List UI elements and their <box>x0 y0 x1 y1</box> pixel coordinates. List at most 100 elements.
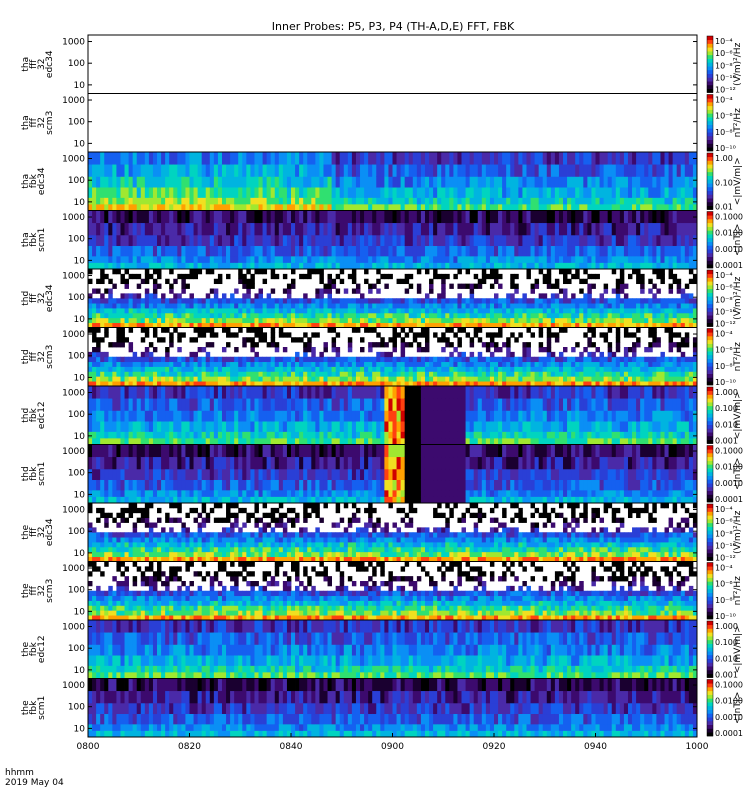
spectrogram-cell <box>632 308 637 314</box>
spectrogram-cell <box>563 356 568 363</box>
spectrogram-cell <box>335 366 341 372</box>
spectrogram-cell <box>506 245 511 257</box>
spectrogram-cell <box>656 303 661 309</box>
spectrogram-cell <box>177 152 182 165</box>
spectrogram-cell <box>583 197 588 205</box>
spectrogram-cell <box>672 210 678 224</box>
spectrogram-cell <box>692 278 698 285</box>
spectrogram-cell <box>96 152 101 165</box>
spectrogram-cell <box>104 245 109 257</box>
spectrogram-cell <box>185 176 190 188</box>
spectrogram-cell <box>92 437 97 445</box>
spectrogram-cell <box>323 431 328 439</box>
spectrogram-cell <box>189 351 194 358</box>
y-tick-label: 1000 <box>62 155 85 165</box>
spectrogram-cell <box>351 164 357 177</box>
spectrogram-cell <box>477 203 483 211</box>
spectrogram-cell <box>441 234 446 247</box>
spectrogram-cell <box>197 371 203 377</box>
spectrogram-cell <box>680 255 686 263</box>
spectrogram-cell <box>213 410 219 422</box>
spectrogram-cell <box>437 356 442 363</box>
spectrogram-cell <box>246 278 251 285</box>
spectrogram-cell <box>510 376 515 382</box>
spectrogram-cell <box>437 361 442 367</box>
spectrogram-cell <box>433 356 438 363</box>
spectrogram-cell <box>554 308 560 314</box>
spectrogram-cell <box>136 356 142 363</box>
spectrogram-cell <box>315 332 320 338</box>
spectrogram-cell <box>282 152 288 165</box>
spectrogram-cell <box>469 222 475 236</box>
spectrogram-cell <box>165 203 170 211</box>
spectrogram-cell <box>250 376 255 382</box>
spectrogram-cell <box>282 288 288 294</box>
spectrogram-cell <box>327 361 332 367</box>
spectrogram-cell <box>238 203 243 211</box>
spectrogram-cell <box>636 245 641 257</box>
spectrogram-cell <box>429 164 434 177</box>
spectrogram-cell <box>96 176 101 188</box>
spectrogram-cell <box>100 203 105 211</box>
spectrogram-cell <box>201 347 207 353</box>
spectrogram-cell <box>278 317 284 324</box>
spectrogram-cell <box>116 176 121 188</box>
spectrogram-cell <box>595 376 600 382</box>
colorbar-swatch <box>707 164 713 169</box>
spectrogram-cell <box>242 322 247 328</box>
spectrogram-cell <box>197 203 203 211</box>
spectrogram-cell <box>291 366 296 372</box>
spectrogram-cell <box>250 234 255 247</box>
spectrogram-cell <box>481 176 487 188</box>
spectrogram-cell <box>351 245 357 257</box>
spectrogram-cell <box>461 234 466 247</box>
spectrogram-cell <box>644 245 649 257</box>
spectrogram-cell <box>250 152 255 165</box>
colorbar-swatch <box>707 81 713 86</box>
spectrogram-cell <box>473 298 479 304</box>
spectrogram-cell <box>392 255 397 263</box>
spectrogram-cell <box>648 288 653 294</box>
spectrogram-cell <box>181 176 186 188</box>
spectrogram-cell <box>258 222 263 236</box>
spectrogram-cell <box>514 197 519 205</box>
colorbar-tick-label: 10⁻¹² <box>715 86 736 95</box>
spectrogram-cell <box>307 176 312 188</box>
spectrogram-cell <box>498 381 503 387</box>
spectrogram-cell <box>274 317 280 324</box>
spectrogram-cell <box>376 152 381 165</box>
spectrogram-cell <box>575 376 580 382</box>
spectrogram-cell <box>311 371 316 377</box>
spectrogram-cell <box>680 176 686 188</box>
spectrogram-cell <box>104 164 109 177</box>
spectrogram-cell <box>209 327 215 333</box>
spectrogram-cell <box>420 347 426 353</box>
spectrogram-cell <box>311 245 316 257</box>
spectrogram-cell <box>209 386 215 399</box>
spectrogram-cell <box>457 308 462 314</box>
spectrogram-cell <box>173 317 178 324</box>
spectrogram-cell <box>603 245 609 257</box>
spectrogram-cell <box>660 356 665 363</box>
spectrogram-cell <box>652 312 657 319</box>
spectrogram-cell <box>498 187 503 198</box>
spectrogram-cell <box>181 356 186 363</box>
spectrogram-cell <box>238 152 243 165</box>
spectrogram-cell <box>92 371 97 377</box>
spectrogram-cell <box>319 317 324 324</box>
spectrogram-cell <box>270 337 276 343</box>
spectrogram-cell <box>148 262 154 270</box>
spectrogram-cell <box>226 371 231 377</box>
spectrogram-cell <box>567 322 572 328</box>
spectrogram-cell <box>388 317 393 324</box>
spectrogram-cell <box>619 234 625 247</box>
y-tick-label: 10 <box>74 315 86 325</box>
spectrogram-cell <box>254 376 259 382</box>
spectrogram-cell <box>433 371 438 377</box>
spectrogram-cell <box>173 278 178 285</box>
spectrogram-cell <box>282 376 288 382</box>
spectrogram-cell <box>295 317 300 324</box>
spectrogram-cell <box>193 152 199 165</box>
spectrogram-cell <box>201 361 207 367</box>
spectrogram-cell <box>676 187 682 198</box>
